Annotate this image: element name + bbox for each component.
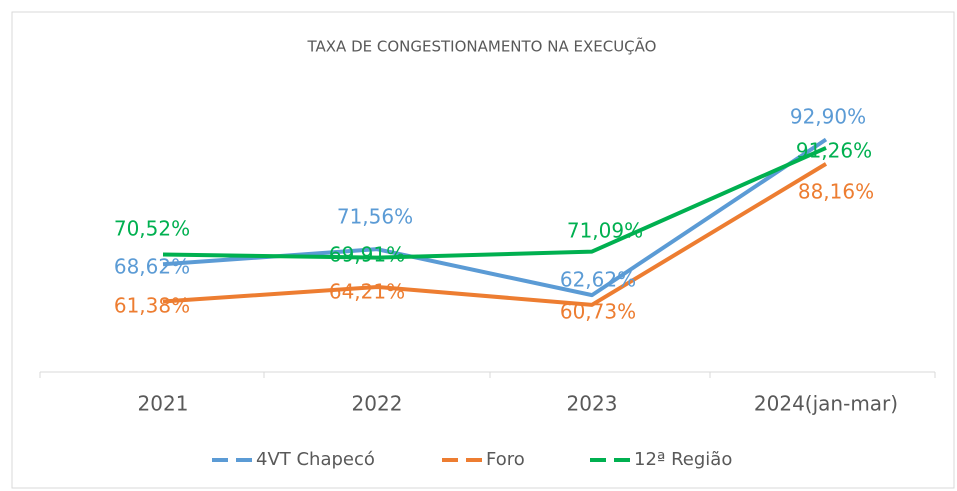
series-line (162, 162, 828, 307)
x-tick-label: 2022 (352, 392, 403, 416)
data-label: 68,62% (114, 255, 190, 279)
data-label: 64,21% (329, 280, 405, 304)
data-label: 91,26% (796, 139, 872, 163)
data-label: 69,91% (329, 243, 405, 267)
data-label: 60,73% (560, 300, 636, 324)
series-line (162, 146, 827, 260)
data-label: 62,62% (560, 268, 636, 292)
legend-label: 4VT Chapecó (256, 449, 375, 470)
chart-title: TAXA DE CONGESTIONAMENTO NA EXECUÇÃO (307, 37, 657, 56)
data-label: 71,56% (337, 205, 413, 229)
data-label: 92,90% (790, 105, 866, 129)
x-tick-label: 2023 (567, 392, 618, 416)
data-label: 88,16% (798, 180, 874, 204)
x-tick-label: 2021 (138, 392, 189, 416)
data-label: 71,09% (567, 219, 643, 243)
legend-label: Foro (486, 449, 525, 470)
legend-label: 12ª Região (634, 449, 732, 470)
chart-frame (11, 11, 955, 489)
x-tick-label: 2024(jan-mar) (754, 392, 898, 416)
data-label: 61,38% (114, 294, 190, 318)
data-label: 70,52% (114, 217, 190, 241)
